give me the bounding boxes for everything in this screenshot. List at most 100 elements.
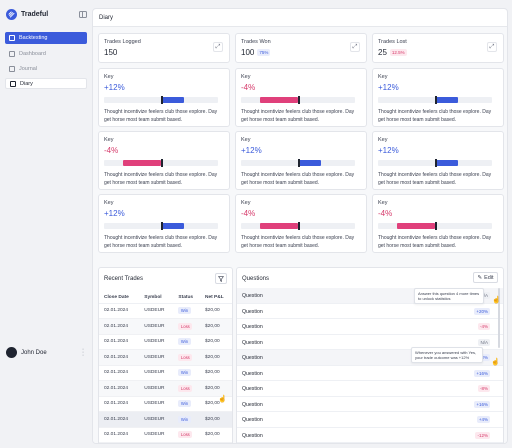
- close-date: 02.01.2024: [99, 365, 140, 381]
- expand-icon[interactable]: ⤢: [213, 42, 223, 52]
- user-name: John Doe: [21, 349, 47, 356]
- question-row[interactable]: Question +16%: [237, 366, 503, 381]
- sidebar-collapse-icon[interactable]: [79, 11, 87, 18]
- key-value: +12%: [104, 83, 125, 92]
- dashboard-icon: [9, 50, 15, 57]
- question-value-badge: N/A: [478, 292, 490, 299]
- net-pnl: $20,00: [199, 442, 232, 443]
- key-value: +12%: [378, 146, 399, 155]
- status-badge: Win: [178, 400, 191, 408]
- question-label: Question: [242, 417, 263, 423]
- status-cell: Win: [173, 396, 200, 412]
- sidebar-item-diary[interactable]: Diary: [5, 78, 87, 89]
- more-vertical-icon[interactable]: · · ·: [81, 346, 85, 359]
- stat-value: 100 75%: [241, 48, 271, 57]
- question-row[interactable]: Question +16%: [237, 397, 503, 412]
- key-bar: [241, 96, 355, 104]
- content-area: Trades Logged 150 ⤢ Trades Won 100 75% ⤢ …: [93, 27, 507, 443]
- column-header[interactable]: Close Date: [99, 293, 140, 304]
- table-row[interactable]: 02.01.2024 USDEUR Win $20,00: [99, 396, 232, 412]
- key-label: Key: [104, 74, 114, 80]
- question-row[interactable]: Question -4%: [237, 319, 503, 335]
- question-row[interactable]: Question N/A: [237, 335, 503, 350]
- tradeful-logo-icon: [6, 9, 17, 20]
- key-label: Key: [378, 200, 388, 206]
- trades-table: Close Date Symbol Status Net P&L 02.01.2…: [99, 293, 232, 443]
- status-cell: Win: [173, 334, 200, 350]
- key-bar-fill: [259, 223, 298, 229]
- hand-cursor-icon: ☝: [218, 396, 227, 403]
- key-description: Thought incentivize feelers club those e…: [378, 172, 492, 186]
- key-card: Key -4% Thought incentivize feelers club t…: [235, 68, 367, 127]
- diary-icon: [10, 80, 16, 87]
- edit-button[interactable]: ✎ Edit: [473, 272, 498, 283]
- close-date: 02.01.2024: [99, 427, 140, 443]
- question-value-badge: +20%: [474, 307, 490, 315]
- key-bar: [241, 222, 355, 230]
- symbol: USDEUR: [139, 396, 174, 412]
- scrollbar[interactable]: [498, 288, 500, 348]
- sidebar-item-backtesting[interactable]: Backtesting: [5, 32, 87, 44]
- backtesting-icon: [9, 35, 15, 41]
- key-card: Key +12% Thought incentivize feelers club …: [235, 131, 367, 190]
- question-label: Question: [242, 386, 263, 392]
- question-value-badge: +16%: [474, 400, 490, 408]
- brand[interactable]: Tradeful: [6, 9, 48, 20]
- question-label: Question: [242, 339, 263, 346]
- column-header[interactable]: Net P&L: [199, 293, 232, 304]
- table-row[interactable]: 02.01.2024 USDEUR Win $20,00: [99, 365, 232, 381]
- sidebar: Tradeful Backtesting Dashboard Journal D…: [0, 0, 92, 448]
- symbol: USDEUR: [139, 349, 174, 366]
- sidebar-item-journal[interactable]: Journal: [5, 63, 87, 74]
- key-bar: [378, 159, 492, 167]
- table-row[interactable]: 02.01.2024 USDEUR Win $20,00: [99, 411, 232, 428]
- user-profile[interactable]: John Doe: [6, 347, 47, 358]
- stat-label: Trades Won: [241, 39, 271, 45]
- key-card: Key +12% Thought incentivize feelers club …: [372, 131, 504, 190]
- symbol: USDEUR: [139, 303, 174, 319]
- symbol: USDEUR: [139, 334, 174, 350]
- main-panel: Diary Trades Logged 150 ⤢ Trades Won 100…: [92, 8, 508, 444]
- status-badge: Loss: [178, 384, 193, 392]
- expand-icon[interactable]: ⤢: [487, 42, 497, 52]
- table-row[interactable]: 02.01.2024 USDEUR Win $20,00: [99, 303, 232, 319]
- column-header[interactable]: Status: [173, 293, 200, 304]
- key-bar: [378, 96, 492, 104]
- key-bar-marker: [435, 96, 437, 104]
- sidebar-item-label: Diary: [20, 80, 33, 87]
- filter-icon[interactable]: [215, 273, 227, 284]
- stat-card-trades-won: Trades Won 100 75% ⤢: [235, 33, 367, 63]
- key-description: Thought incentivize feelers club those e…: [104, 172, 218, 186]
- key-value: +12%: [104, 209, 125, 218]
- question-row[interactable]: Question -12%: [237, 428, 503, 443]
- key-bar: [378, 222, 492, 230]
- question-value-badge: +16%: [474, 369, 490, 377]
- expand-icon[interactable]: ⤢: [350, 42, 360, 52]
- key-description: Thought incentivize feelers club those e…: [241, 109, 355, 123]
- question-label: Question: [242, 370, 263, 377]
- question-value-badge: N/A: [478, 338, 490, 346]
- close-date: 02.01.2024: [99, 334, 140, 350]
- question-row[interactable]: Question +4%: [237, 412, 503, 428]
- loss-rate-badge: 12.5%: [389, 49, 407, 56]
- key-bar-marker: [161, 222, 163, 230]
- key-description: Thought incentivize feelers club those e…: [241, 172, 355, 186]
- key-label: Key: [241, 74, 251, 80]
- key-bar-marker: [298, 222, 300, 230]
- question-row[interactable]: Question +20%: [237, 304, 503, 319]
- sidebar-item-dashboard[interactable]: Dashboard: [5, 48, 87, 59]
- questions-card: Questions ✎ Edit Question N/A Question +20%…: [236, 267, 504, 443]
- question-row[interactable]: Question -8%: [237, 381, 503, 397]
- column-header[interactable]: Symbol: [139, 293, 174, 304]
- table-row[interactable]: 02.01.2024 USDEUR Win $20,00: [99, 334, 232, 350]
- scrollbar[interactable]: [232, 293, 233, 353]
- key-bar-marker: [161, 159, 163, 167]
- key-label: Key: [104, 137, 114, 143]
- close-date: 02.01.2024: [99, 318, 140, 335]
- key-bar-fill: [298, 160, 322, 166]
